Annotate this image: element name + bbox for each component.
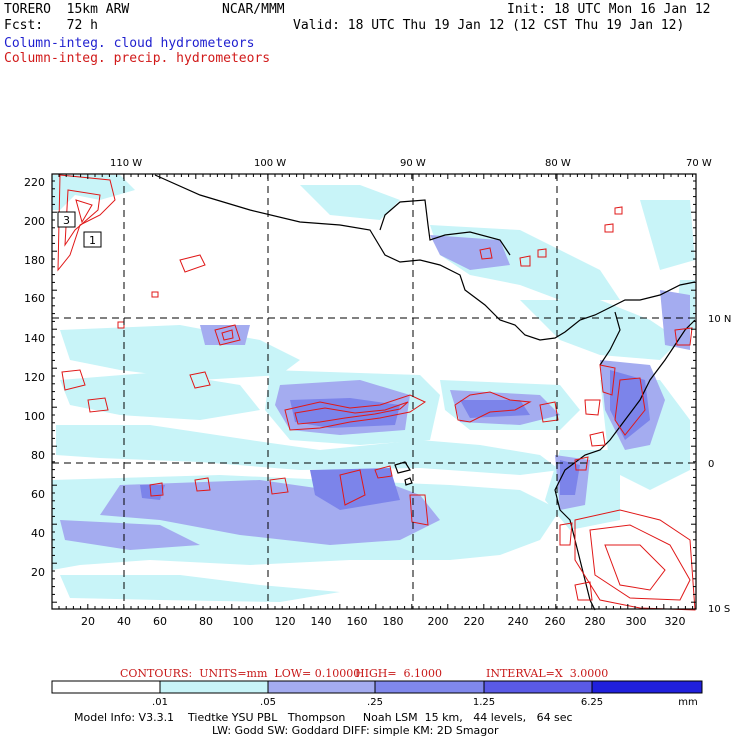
x-tick-label: 100 bbox=[233, 615, 254, 628]
model-title: TORERO 15km ARW bbox=[4, 2, 130, 17]
x-tick-label: 320 bbox=[665, 615, 686, 628]
field-precip-label: Column-integ. precip. hydrometeors bbox=[4, 51, 271, 66]
nest-box-1-label: 1 bbox=[89, 234, 96, 247]
contours-high: HIGH= 6.1000 bbox=[355, 667, 443, 680]
colorbar-swatch-1 bbox=[159, 680, 269, 694]
lon-label-90w: 90 W bbox=[400, 158, 426, 169]
colorbar-unit: mm bbox=[678, 697, 697, 708]
y-tick-label: 100 bbox=[24, 410, 45, 423]
x-tick-label: 200 bbox=[428, 615, 449, 628]
y-tick-label: 40 bbox=[31, 527, 45, 540]
colorbar-swatch-0 bbox=[51, 680, 161, 694]
colorbar-swatch-4 bbox=[483, 680, 593, 694]
x-tick-label: 180 bbox=[383, 615, 404, 628]
x-tick-label: 20 bbox=[81, 615, 95, 628]
colorbar-label: .01 bbox=[152, 697, 168, 708]
colorbar-swatch-5 bbox=[591, 680, 703, 694]
y-tick-label: 140 bbox=[24, 332, 45, 345]
x-tick-label: 160 bbox=[347, 615, 368, 628]
lon-label-80w: 80 W bbox=[545, 158, 571, 169]
nest-box-3 bbox=[57, 211, 76, 228]
y-tick-label: 220 bbox=[24, 176, 45, 189]
colorbar bbox=[51, 680, 703, 694]
x-tick-label: 140 bbox=[311, 615, 332, 628]
y-tick-label: 60 bbox=[31, 488, 45, 501]
x-tick-label: 40 bbox=[117, 615, 131, 628]
lon-label-110w: 110 W bbox=[110, 158, 142, 169]
nest-box-3-label: 3 bbox=[63, 214, 70, 227]
model-info-line1: Model Info: V3.3.1 Tiedtke YSU PBL Thomp… bbox=[74, 711, 573, 724]
y-tick-label: 180 bbox=[24, 254, 45, 267]
axis-ticks bbox=[52, 174, 696, 609]
precip-contours bbox=[57, 174, 696, 611]
lon-label-100w: 100 W bbox=[254, 158, 286, 169]
x-tick-label: 260 bbox=[545, 615, 566, 628]
cloud-field-dark bbox=[140, 370, 650, 510]
graticule bbox=[52, 174, 696, 609]
forecast-hour: Fcst: 72 h bbox=[4, 18, 98, 33]
lat-label-0: 0 bbox=[708, 459, 714, 470]
y-tick-label: 160 bbox=[24, 292, 45, 305]
contours-units: CONTOURS: UNITS=mm LOW= 0.10000 bbox=[120, 667, 361, 680]
y-tick-label: 80 bbox=[31, 449, 45, 462]
lat-label-10s: 10 S bbox=[708, 604, 730, 615]
field-cloud-label: Column-integ. cloud hydrometeors bbox=[4, 36, 255, 51]
contours-interval: INTERVAL=X 3.0000 bbox=[486, 667, 609, 680]
x-tick-label: 80 bbox=[199, 615, 213, 628]
colorbar-swatch-2 bbox=[267, 680, 376, 694]
x-tick-label: 60 bbox=[153, 615, 167, 628]
colorbar-label: 6.25 bbox=[581, 697, 603, 708]
nest-box-1 bbox=[83, 231, 102, 248]
x-tick-label: 240 bbox=[508, 615, 529, 628]
x-tick-label: 280 bbox=[585, 615, 606, 628]
coastlines bbox=[154, 174, 696, 611]
init-time: Init: 18 UTC Mon 16 Jan 12 bbox=[507, 2, 711, 17]
lon-label-70w: 70 W bbox=[686, 158, 712, 169]
colorbar-label: .25 bbox=[367, 697, 383, 708]
y-tick-label: 20 bbox=[31, 566, 45, 579]
valid-time: Valid: 18 UTC Thu 19 Jan 12 (12 CST Thu … bbox=[293, 18, 685, 33]
x-tick-label: 220 bbox=[464, 615, 485, 628]
x-tick-label: 120 bbox=[275, 615, 296, 628]
model-info-line2: LW: Godd SW: Goddard DIFF: simple KM: 2D… bbox=[212, 724, 499, 737]
org-label: NCAR/MMM bbox=[222, 2, 285, 17]
y-tick-label: 200 bbox=[24, 215, 45, 228]
y-tick-label: 120 bbox=[24, 371, 45, 384]
lat-label-10n: 10 N bbox=[708, 314, 731, 325]
colorbar-swatch-3 bbox=[374, 680, 485, 694]
colorbar-label: 1.25 bbox=[473, 697, 495, 708]
colorbar-label: .05 bbox=[260, 697, 276, 708]
x-tick-label: 300 bbox=[626, 615, 647, 628]
